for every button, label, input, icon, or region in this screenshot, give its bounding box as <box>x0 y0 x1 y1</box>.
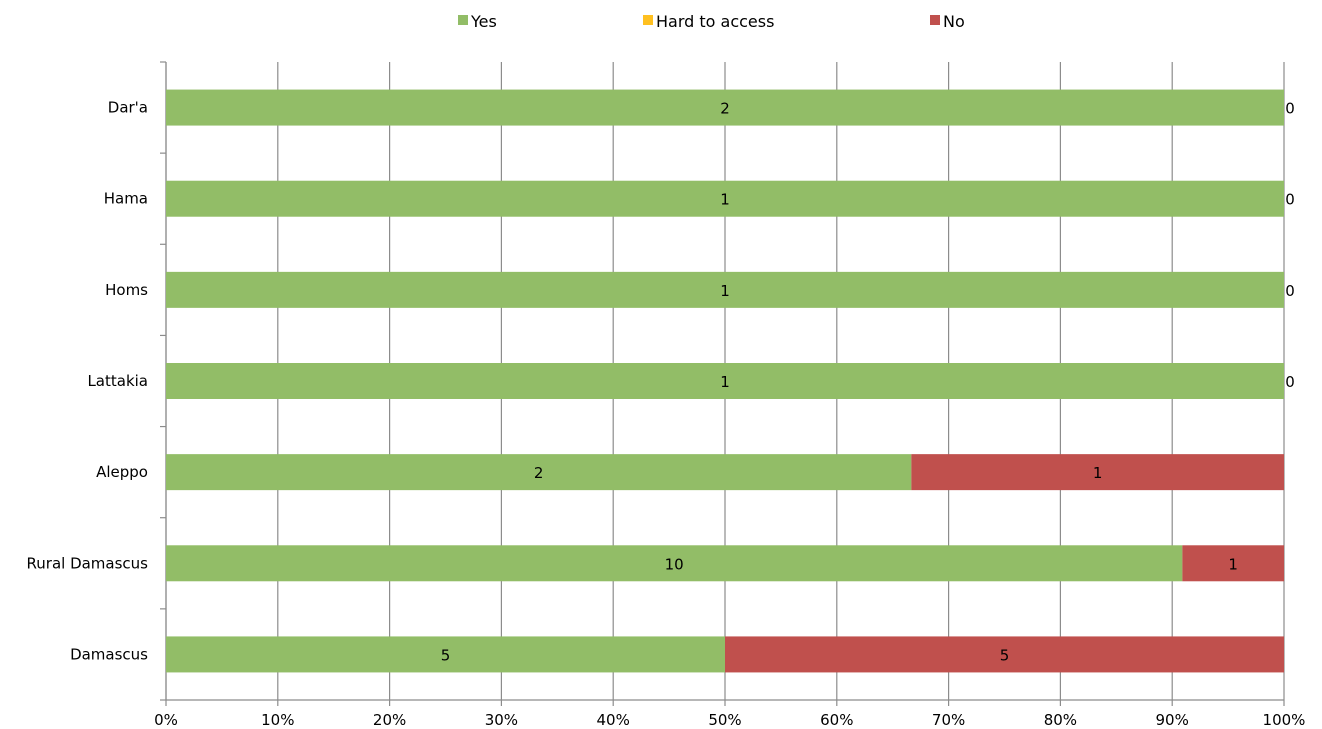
x-tick-label: 40% <box>597 711 630 729</box>
x-tick-label: 80% <box>1044 711 1077 729</box>
x-tick-label: 0% <box>154 711 178 729</box>
legend-label: No <box>943 12 965 31</box>
data-label: 5 <box>1000 646 1010 664</box>
legend-swatch <box>930 15 940 25</box>
data-labels: 2 01 01 01 02 110 15 5 <box>441 100 1295 665</box>
data-label: 0 <box>1285 282 1295 300</box>
category-label: Rural Damascus <box>27 554 149 572</box>
x-tick-label: 10% <box>261 711 294 729</box>
category-label: Dar'a <box>108 99 148 117</box>
data-label: 1 <box>720 373 730 391</box>
legend-label: Yes <box>470 12 497 31</box>
bar-yes <box>166 363 1284 399</box>
legend-swatch <box>643 15 653 25</box>
bar-no <box>911 454 1284 491</box>
data-label: 1 <box>720 282 730 300</box>
bar-no <box>725 636 1284 673</box>
data-label: 1 <box>720 191 730 209</box>
data-label: 2 <box>720 100 730 118</box>
x-tick-label: 90% <box>1156 711 1189 729</box>
x-tick-label: 50% <box>708 711 741 729</box>
data-label: 1 <box>1093 464 1103 482</box>
bar-yes <box>166 545 1183 582</box>
x-tick-label: 30% <box>485 711 518 729</box>
data-label: 10 <box>665 555 684 573</box>
x-tick-label: 70% <box>932 711 965 729</box>
legend-swatch <box>458 15 468 25</box>
data-label: 2 <box>534 464 544 482</box>
bar-yes <box>166 89 1284 126</box>
bar-no <box>1182 545 1284 582</box>
category-label: Lattakia <box>87 372 148 390</box>
data-label: 1 <box>1228 555 1238 573</box>
category-label: Hama <box>104 190 148 208</box>
data-label: 0 <box>1285 191 1295 209</box>
legend: Yes Hard to access No <box>458 12 965 31</box>
legend-label: Hard to access <box>656 12 774 31</box>
bar-yes <box>166 636 725 673</box>
x-tick-label: 20% <box>373 711 406 729</box>
data-label: 5 <box>441 646 451 664</box>
bar-yes <box>166 454 912 491</box>
bar-yes <box>166 271 1284 308</box>
category-label: Aleppo <box>96 463 148 481</box>
bars <box>166 89 1284 673</box>
data-label: 0 <box>1285 100 1295 118</box>
bar-yes <box>166 180 1284 217</box>
data-label: 0 <box>1285 373 1295 391</box>
x-tick-label: 100% <box>1263 711 1306 729</box>
x-tick-label: 60% <box>820 711 853 729</box>
category-label: Homs <box>105 281 148 299</box>
category-label: Damascus <box>70 645 148 663</box>
